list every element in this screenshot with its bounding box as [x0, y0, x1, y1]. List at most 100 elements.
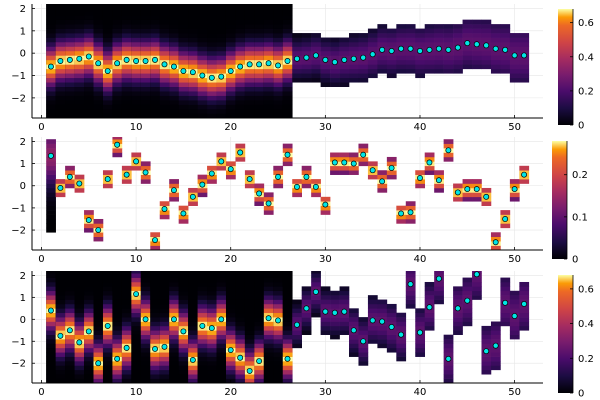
heatmap-cell: [140, 330, 151, 335]
heatmap-cell: [112, 95, 123, 101]
heatmap-cell: [74, 343, 85, 349]
heatmap-cell: [282, 277, 293, 283]
heatmap-cell: [490, 245, 501, 251]
heatmap-cell: [263, 77, 274, 83]
heatmap-cell: [330, 290, 340, 296]
heatmap-cell: [207, 369, 217, 375]
heatmap-cell: [188, 6, 198, 12]
heatmap-cell: [301, 321, 312, 327]
heatmap-cell: [188, 281, 198, 287]
heatmap-cell: [367, 33, 378, 38]
heatmap-cell: [207, 46, 217, 52]
heatmap-cell: [443, 334, 454, 340]
heatmap-cell: [178, 281, 189, 287]
heatmap-cell: [216, 273, 227, 278]
heatmap-cell: [131, 165, 142, 171]
heatmap-cell: [415, 28, 426, 34]
data-point: [388, 324, 395, 330]
heatmap-cell: [55, 273, 66, 278]
heatmap-cell: [386, 59, 397, 65]
heatmap-cell: [273, 55, 284, 61]
heatmap-cell: [254, 187, 265, 193]
heatmap-cell: [188, 290, 198, 296]
heatmap-cell: [46, 347, 56, 353]
heatmap-cell: [244, 68, 255, 74]
heatmap-cell: [178, 290, 189, 296]
heatmap-cell: [225, 286, 236, 292]
heatmap-cell: [65, 15, 75, 20]
heatmap-cell: [273, 308, 284, 314]
heatmap-cell: [197, 179, 208, 184]
heatmap-cell: [55, 361, 66, 366]
heatmap-cell: [254, 339, 265, 344]
heatmap-cell: [301, 50, 312, 56]
heatmap-cell: [46, 113, 56, 119]
data-point: [492, 239, 499, 246]
heatmap-cell: [121, 339, 132, 344]
heatmap-cell: [188, 347, 198, 353]
heatmap-cell: [207, 273, 217, 278]
heatmap-cell: [169, 24, 179, 29]
heatmap-cell: [131, 33, 142, 38]
heatmap-cell: [140, 321, 151, 327]
heatmap-cell: [292, 68, 302, 74]
heatmap-cell: [225, 28, 236, 34]
heatmap-cell: [349, 170, 359, 175]
heatmap-cell: [216, 100, 227, 105]
heatmap-cell: [396, 347, 407, 353]
heatmap-cell: [93, 82, 104, 88]
heatmap-cell: [188, 201, 198, 206]
heatmap-cell: [169, 273, 179, 278]
heatmap-cell: [311, 286, 321, 292]
data-point: [312, 52, 319, 59]
heatmap-cell: [462, 290, 473, 296]
heatmap-cell: [169, 91, 179, 96]
heatmap-cell: [188, 339, 198, 344]
heatmap-cell: [254, 303, 265, 309]
heatmap-cell: [55, 109, 66, 114]
heatmap-cell: [244, 286, 255, 292]
heatmap-cell: [244, 308, 255, 314]
heatmap-cell: [65, 64, 75, 70]
heatmap-cell: [74, 10, 85, 16]
x-tick-label: 40: [414, 122, 427, 133]
heatmap-cell: [112, 19, 123, 25]
heatmap-cell: [74, 33, 85, 38]
heatmap-cell: [490, 68, 501, 74]
heatmap-cell: [282, 24, 293, 29]
heatmap-cell: [55, 179, 66, 184]
heatmap-cell: [150, 295, 161, 300]
heatmap-cell: [188, 59, 198, 65]
heatmap-cell: [349, 339, 359, 344]
heatmap-cell: [292, 334, 302, 340]
heatmap-cell: [55, 104, 66, 110]
heatmap-cell: [93, 223, 104, 229]
heatmap-cell: [453, 325, 463, 331]
heatmap-cell: [254, 109, 265, 114]
data-points: [47, 271, 528, 374]
heatmap-cell: [216, 19, 227, 25]
heatmap-cell: [121, 113, 132, 119]
heatmap-cell: [301, 312, 312, 318]
heatmap-cell: [159, 28, 170, 34]
heatmap-cell: [396, 214, 407, 220]
heatmap-cell: [443, 24, 454, 29]
heatmap-cell: [405, 28, 416, 34]
heatmap-cell: [235, 339, 246, 344]
heatmap-cell: [188, 86, 198, 92]
heatmap-cell: [339, 152, 350, 158]
heatmap-cell: [405, 55, 416, 61]
heatmap-cell: [74, 77, 85, 83]
heatmap-cell: [178, 356, 189, 362]
heatmap-cell: [301, 183, 312, 189]
heatmap-cell: [178, 24, 189, 29]
heatmap-cell: [349, 50, 359, 56]
heatmap-cell: [84, 343, 94, 349]
heatmap-cell: [235, 95, 246, 101]
heatmap-cell: [207, 361, 217, 366]
heatmap-cell: [396, 356, 407, 362]
heatmap-cell: [112, 317, 123, 322]
heatmap-cell: [140, 374, 151, 379]
heatmap-cell: [93, 365, 104, 371]
